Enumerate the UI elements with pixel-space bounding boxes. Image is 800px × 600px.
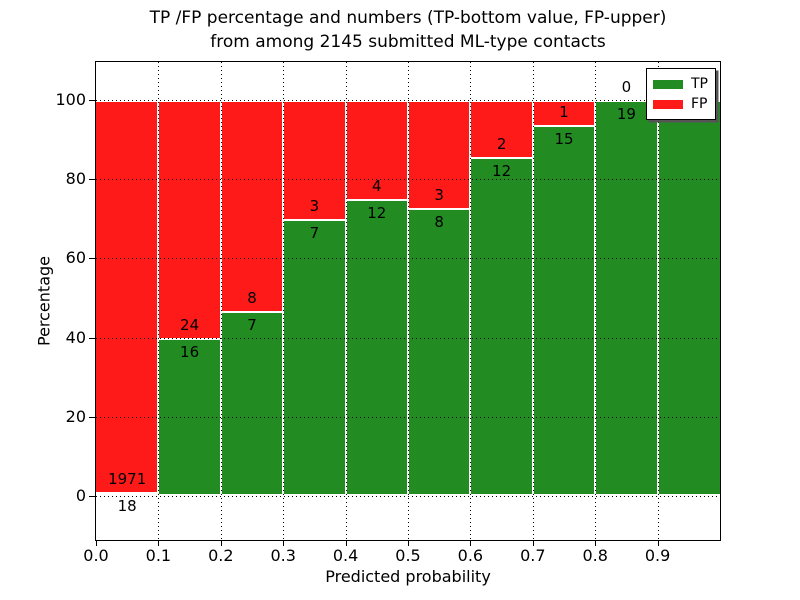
grid-line-horizontal [96, 337, 720, 339]
tp-count-label: 8 [434, 213, 444, 232]
legend-row-fp: FP [647, 96, 715, 112]
grid-line-vertical [220, 62, 222, 540]
x-tick-label: 0.2 [208, 546, 234, 565]
x-tick-label: 0.0 [83, 546, 109, 565]
y-tick-mark [89, 100, 95, 101]
tp-bar-segment [345, 199, 408, 496]
fp-count-label: 8 [247, 289, 257, 308]
y-tick-label: 60 [65, 248, 86, 268]
fp-legend-label: FP [691, 96, 708, 112]
y-tick-label: 80 [65, 169, 86, 189]
tp-count-label: 18 [117, 497, 137, 516]
grid-line-vertical [532, 62, 534, 540]
legend-row-tp: TP [647, 76, 715, 92]
tp-bar-segment [532, 124, 596, 496]
fp-count-label: 24 [180, 315, 200, 334]
y-tick-mark [89, 496, 95, 497]
fp-bar-segment [532, 100, 596, 125]
fp-count-label: 1 [559, 102, 569, 121]
y-tick-label: 0 [75, 486, 86, 505]
tp-bar-segment [657, 100, 720, 496]
x-tick-mark [345, 540, 347, 546]
tp-bar-segment [595, 100, 658, 496]
x-tick-mark [283, 540, 285, 546]
tp-bar-segment [470, 156, 533, 496]
y-tick-mark [89, 416, 95, 418]
x-tick-mark [532, 540, 534, 546]
fp-bar-segment [408, 100, 471, 209]
x-tick-label: 0.8 [582, 546, 608, 565]
grid-line-horizontal [96, 496, 720, 497]
fp-count-label: 3 [434, 186, 444, 205]
grid-line-vertical [470, 62, 472, 540]
grid-line-vertical [595, 62, 597, 540]
tp-bar-segment [158, 337, 221, 496]
y-tick-mark [89, 337, 95, 339]
x-tick-label: 0.7 [520, 546, 546, 565]
tp-count-label: 19 [616, 105, 636, 123]
grid-line-vertical [408, 62, 409, 540]
x-tick-label: 0.9 [644, 546, 671, 565]
fp-bar-segment [158, 100, 221, 338]
tp-count-label: 7 [247, 316, 257, 335]
x-tick-mark [158, 540, 160, 546]
fp-bar-segment [220, 100, 284, 312]
fp-count-label: 2 [496, 134, 507, 153]
fp-bar-segment [345, 100, 408, 199]
x-tick-label: 0.5 [395, 546, 421, 565]
tp-legend-label: TP [691, 76, 708, 92]
fp-legend-swatch [653, 99, 683, 109]
fp-count-label: 4 [372, 177, 382, 195]
tp-count-label: 15 [554, 129, 574, 148]
y-tick-mark [89, 179, 95, 181]
y-tick-label: 100 [55, 90, 86, 109]
fp-bar-segment [470, 100, 533, 157]
x-tick-label: 0.1 [145, 546, 172, 565]
chart-title-line2: from among 2145 submitted ML-type contac… [210, 32, 606, 52]
chart-title: TP /FP percentage and numbers (TP-bottom… [96, 6, 720, 54]
grid-line-horizontal [96, 100, 720, 101]
fp-count-label: 1971 [108, 470, 147, 489]
fp-bar-segment [96, 100, 159, 493]
tp-count-label: 7 [309, 223, 320, 242]
x-tick-label: 0.4 [332, 546, 359, 565]
grid-line-vertical [345, 62, 347, 540]
fp-count-label: 0 [621, 78, 632, 96]
x-tick-mark [595, 540, 597, 546]
tp-count-label: 12 [492, 161, 512, 180]
tp-bar-segment [220, 311, 284, 496]
grid-line-vertical [283, 62, 285, 540]
plot-area: 1971182416873741238212115019015 [95, 61, 721, 541]
x-tick-mark [408, 540, 409, 546]
y-tick-label: 20 [65, 406, 86, 426]
legend: TP FP [646, 68, 716, 120]
chart-title-line1: TP /FP percentage and numbers (TP-bottom… [149, 8, 667, 28]
y-tick-mark [89, 258, 95, 260]
grid-line-vertical [158, 62, 160, 540]
grid-line-horizontal [96, 258, 720, 260]
x-tick-label: 0.6 [457, 546, 484, 565]
tp-bar-segment [283, 218, 346, 496]
tp-legend-swatch [653, 79, 683, 89]
y-tick-label: 40 [65, 327, 86, 347]
tp-count-label: 12 [367, 204, 387, 222]
tp-count-label: 16 [180, 342, 200, 361]
x-tick-mark [470, 540, 472, 546]
fp-bar-segment [283, 100, 346, 219]
tp-bar-segment [408, 208, 471, 496]
grid-line-horizontal [96, 179, 720, 181]
x-tick-label: 0.3 [270, 546, 296, 565]
x-tick-mark [220, 540, 222, 546]
fp-count-label: 3 [309, 196, 320, 215]
x-tick-mark [657, 540, 659, 546]
x-axis-label: Predicted probability [325, 567, 491, 586]
x-tick-mark [96, 540, 97, 546]
grid-line-vertical [657, 62, 659, 540]
grid-line-horizontal [96, 416, 720, 418]
